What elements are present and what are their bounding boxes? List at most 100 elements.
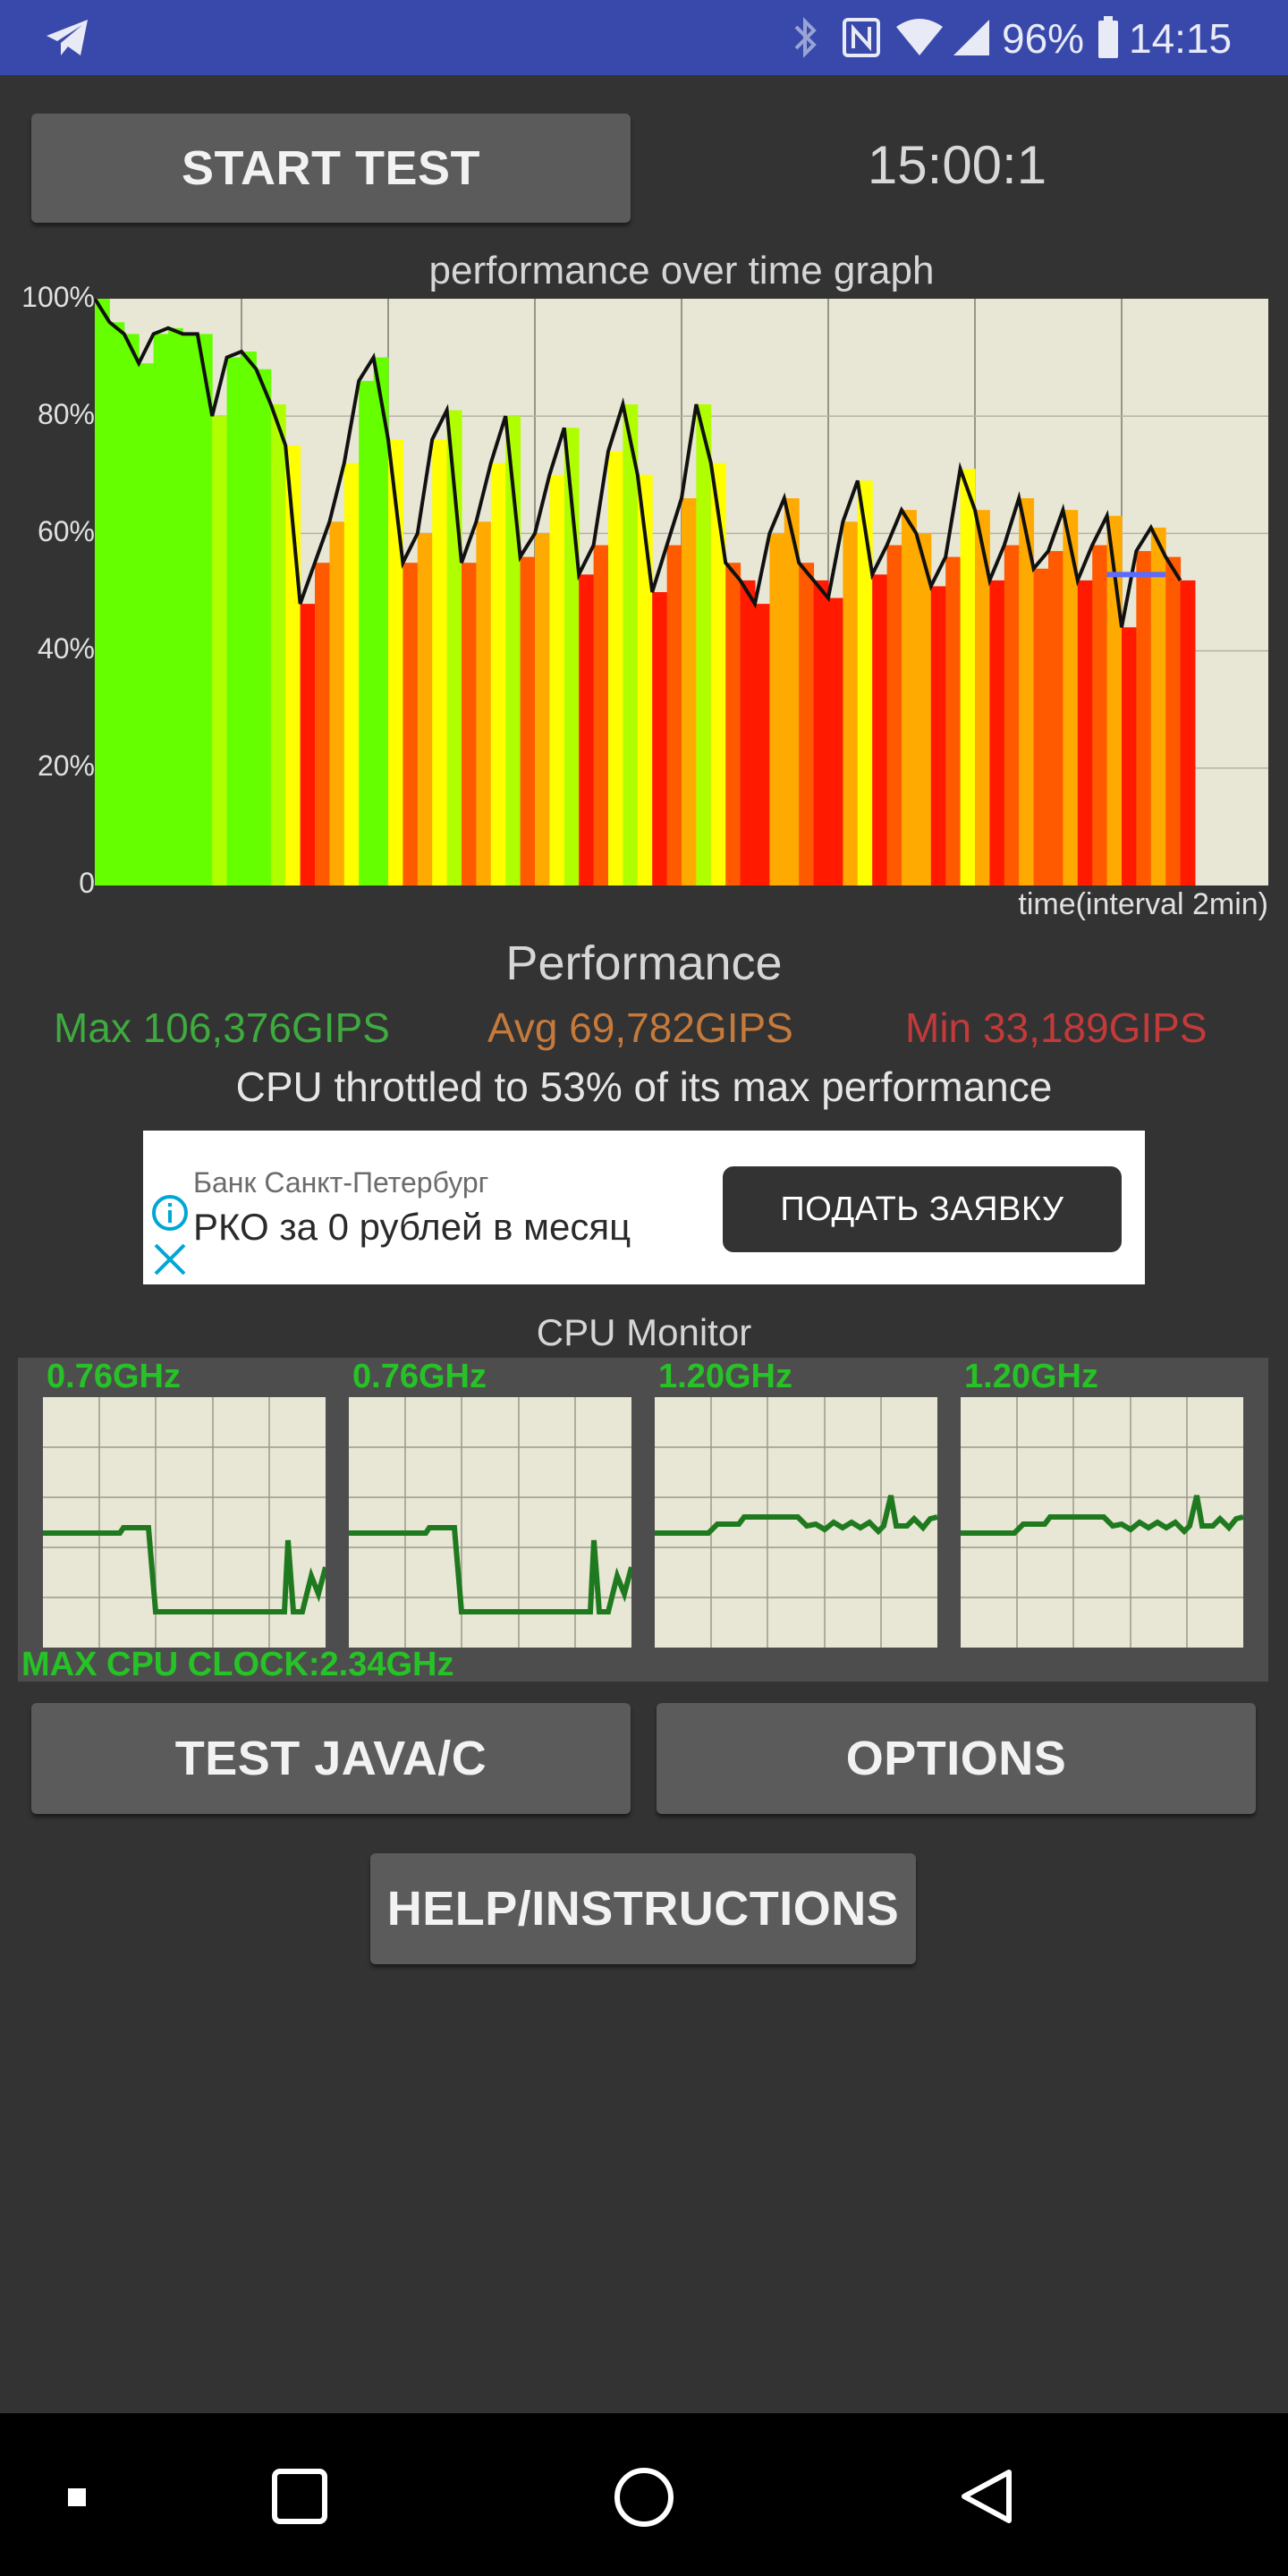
performance-bar	[1077, 580, 1093, 886]
core-frequency: 1.20GHz	[964, 1358, 1098, 1395]
info-icon[interactable]	[150, 1193, 190, 1233]
performance-bar	[1165, 556, 1182, 886]
performance-bar	[1136, 551, 1152, 886]
performance-bar	[608, 451, 623, 886]
close-icon[interactable]	[152, 1241, 188, 1277]
performance-bar	[476, 521, 492, 886]
performance-bar	[843, 521, 859, 886]
help-instructions-button[interactable]: HELP/INSTRUCTIONS	[370, 1853, 916, 1964]
avg-stat: Avg 69,782GIPS	[487, 1004, 793, 1051]
status-bar: 96% 14:15	[0, 0, 1288, 75]
battery-percent: 96%	[1002, 15, 1085, 62]
core-frequency: 1.20GHz	[658, 1358, 792, 1395]
performance-bar	[139, 363, 155, 886]
performance-bar	[153, 334, 169, 886]
nfc-icon	[843, 18, 880, 57]
performance-bar	[95, 299, 110, 886]
performance-bar	[1180, 580, 1196, 886]
battery-icon	[1098, 16, 1118, 58]
performance-bar	[930, 586, 946, 886]
navigation-bar	[0, 2413, 1288, 2576]
performance-bar	[1122, 627, 1137, 886]
performance-bar	[388, 439, 403, 886]
performance-bar	[725, 563, 741, 886]
performance-bar	[1092, 545, 1108, 886]
performance-bar	[784, 498, 800, 886]
max-stat: Max 106,376GIPS	[54, 1004, 390, 1051]
performance-bar	[1019, 498, 1035, 886]
performance-bar	[755, 604, 770, 886]
back-icon[interactable]	[957, 2465, 1020, 2528]
performance-bar	[315, 563, 330, 886]
performance-bar	[916, 533, 932, 886]
performance-bar	[1033, 568, 1049, 886]
y-tick-label: 60%	[37, 515, 95, 547]
test-java-c-button[interactable]: TEST JAVA/C	[31, 1703, 631, 1814]
performance-bar	[343, 462, 360, 886]
performance-bar	[123, 334, 140, 886]
performance-bar	[579, 574, 595, 886]
performance-bar	[945, 556, 962, 886]
performance-bar	[549, 474, 565, 886]
core-grid	[961, 1397, 1243, 1648]
core-grid	[43, 1397, 326, 1648]
core-frequency: 0.76GHz	[352, 1358, 487, 1395]
performance-bar	[535, 533, 550, 886]
performance-bar	[359, 380, 375, 886]
y-tick-label: 20%	[37, 750, 95, 782]
performance-bar	[329, 521, 345, 886]
core-grid	[655, 1397, 937, 1648]
home-icon[interactable]	[612, 2465, 676, 2529]
performance-bar	[857, 480, 873, 886]
performance-bar	[212, 416, 228, 886]
max-cpu-clock: MAX CPU CLOCK:2.34GHz	[21, 1646, 454, 1683]
telegram-icon	[47, 20, 88, 55]
performance-bar	[902, 510, 917, 886]
performance-bar	[1063, 510, 1079, 886]
graph-title: performance over time graph	[428, 249, 935, 292]
core-grid	[349, 1397, 631, 1648]
performance-bar	[109, 322, 125, 886]
performance-bar	[1048, 551, 1063, 886]
clock: 14:15	[1129, 15, 1233, 62]
bluetooth-icon	[794, 17, 817, 58]
performance-bar	[168, 327, 183, 886]
performance-bar	[989, 580, 1005, 886]
throttle-message: CPU throttled to 53% of its max performa…	[235, 1063, 1053, 1110]
ad-advertiser: Банк Санкт-Петербург	[193, 1166, 489, 1199]
performance-bar	[975, 510, 990, 886]
performance-bar	[520, 556, 536, 886]
performance-bar	[652, 592, 668, 886]
performance-bar	[696, 404, 712, 886]
performance-bar	[226, 357, 242, 886]
ad-apply-button[interactable]: ПОДАТЬ ЗАЯВКУ	[723, 1166, 1122, 1252]
performance-bar	[813, 580, 829, 886]
performance-bar	[462, 563, 477, 886]
performance-bar	[1150, 527, 1166, 886]
performance-bar	[256, 369, 272, 886]
performance-bar	[432, 439, 448, 886]
core-load-line	[655, 1495, 937, 1536]
core-graph-4	[961, 1397, 1243, 1648]
y-tick-label: 0	[79, 867, 95, 899]
cpu-monitor-title: CPU Monitor	[536, 1311, 752, 1353]
performance-bar	[1004, 545, 1020, 886]
ad-banner[interactable]: Банк Санкт-Петербург РКО за 0 рублей в м…	[143, 1131, 1145, 1284]
recents-icon[interactable]	[270, 2467, 329, 2526]
performance-bar	[300, 604, 316, 886]
cpu-monitor-panel: 0.76GHz 0.76GHz 1.20GHz 1.20GHz MAX CPU …	[18, 1358, 1268, 1683]
performance-bar	[682, 498, 697, 886]
menu-dot-icon[interactable]	[64, 2485, 89, 2510]
performance-bar	[593, 545, 609, 886]
test-timer: 15:00:1	[867, 135, 1047, 195]
performance-bar	[828, 597, 843, 886]
core-frequency: 0.76GHz	[47, 1358, 181, 1395]
performance-bar	[182, 334, 199, 886]
core-load-line	[961, 1495, 1243, 1536]
core-graph-3	[655, 1397, 937, 1648]
performance-bar	[623, 404, 639, 886]
start-test-button[interactable]: START TEST	[31, 114, 631, 223]
min-stat: Min 33,189GIPS	[905, 1004, 1208, 1051]
y-tick-label: 40%	[37, 632, 95, 665]
options-button[interactable]: OPTIONS	[657, 1703, 1256, 1814]
